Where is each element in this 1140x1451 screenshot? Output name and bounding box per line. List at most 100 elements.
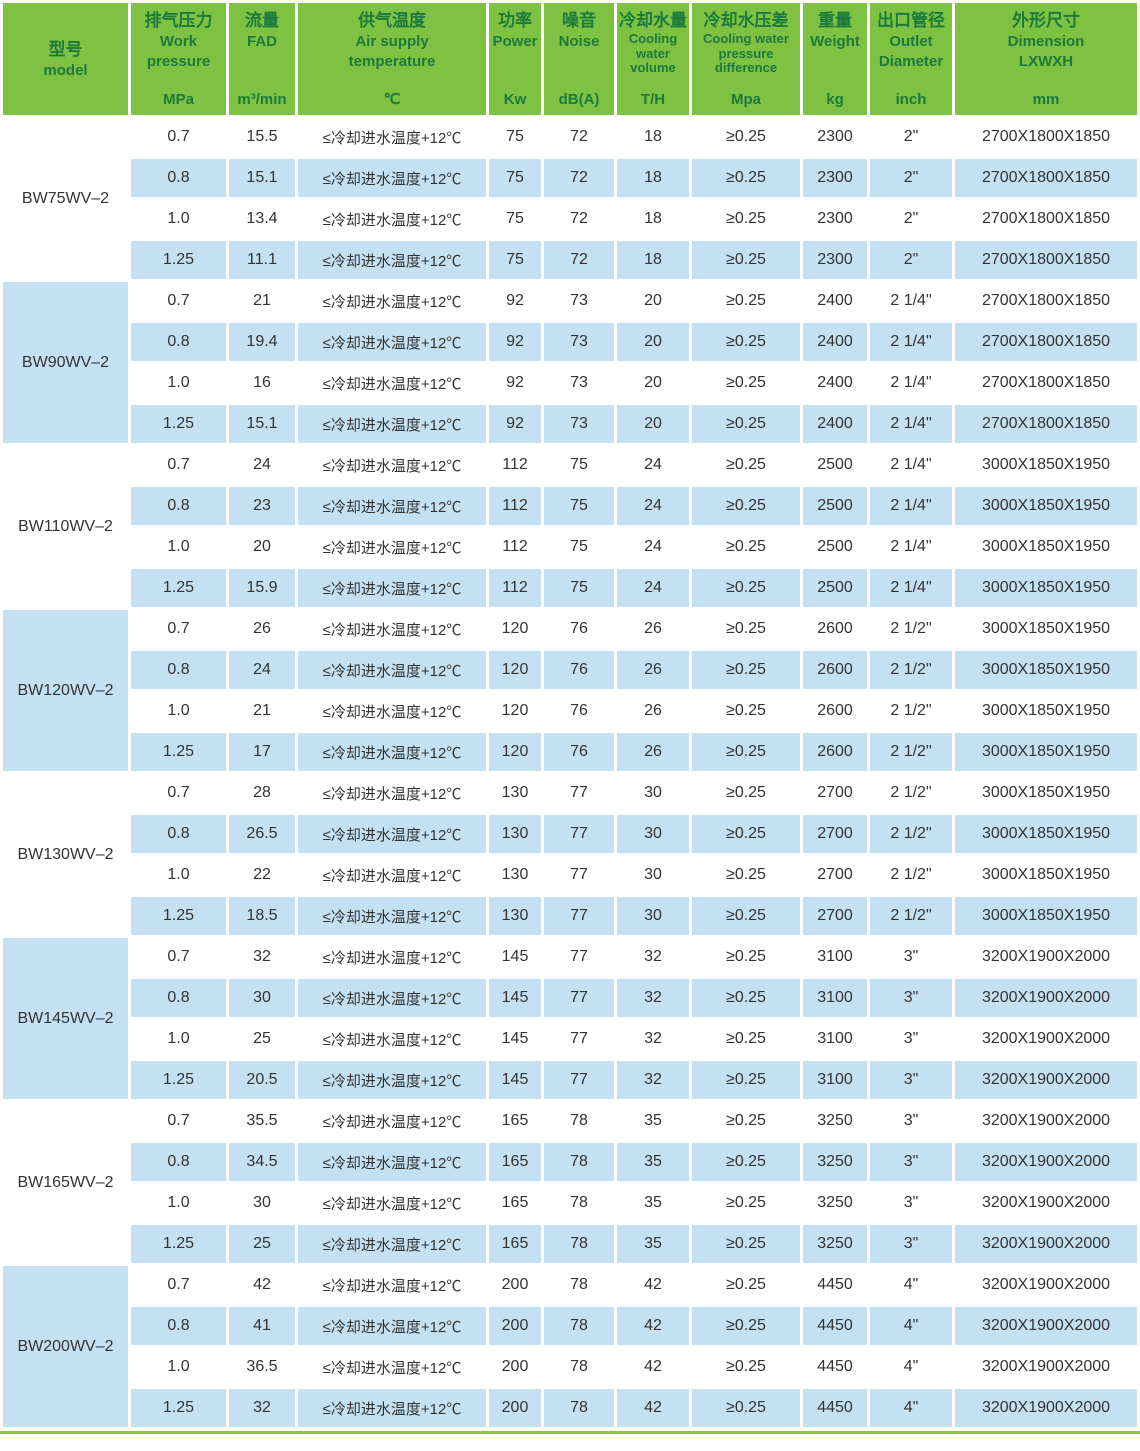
header-unit-label: kg bbox=[826, 91, 844, 108]
column-header-noise: 噪音 Noise dB(A) bbox=[544, 3, 614, 115]
cell-noise: 77 bbox=[544, 815, 614, 853]
cell-dimension: 3200X1900X2000 bbox=[955, 979, 1137, 1017]
cell-pressure: 1.0 bbox=[131, 200, 226, 238]
cell-weight: 2500 bbox=[803, 569, 867, 607]
cell-outlet: 2 1/2" bbox=[870, 815, 952, 853]
column-header-content-outlet: 出口管径 Outlet Diameter inch bbox=[870, 3, 952, 115]
cell-dimension: 2700X1800X1850 bbox=[955, 323, 1137, 361]
cell-power: 112 bbox=[489, 487, 541, 525]
cell-pressure_diff: ≥0.25 bbox=[692, 1102, 800, 1140]
cell-pressure: 0.8 bbox=[131, 159, 226, 197]
cell-noise: 72 bbox=[544, 159, 614, 197]
cell-noise: 78 bbox=[544, 1184, 614, 1222]
cell-outlet: 3" bbox=[870, 1020, 952, 1058]
cell-pressure: 1.0 bbox=[131, 1348, 226, 1386]
cell-weight: 2300 bbox=[803, 159, 867, 197]
cell-fad: 15.9 bbox=[229, 569, 295, 607]
cell-noise: 72 bbox=[544, 200, 614, 238]
cell-temp: ≤冷却进水温度+12℃ bbox=[298, 1020, 486, 1058]
cell-weight: 2400 bbox=[803, 323, 867, 361]
cell-fad: 17 bbox=[229, 733, 295, 771]
cell-outlet: 2 1/4" bbox=[870, 282, 952, 320]
cell-pressure: 0.7 bbox=[131, 118, 226, 156]
cell-cooling: 35 bbox=[617, 1225, 689, 1263]
cell-power: 145 bbox=[489, 1061, 541, 1099]
table-row: 0.8 15.1 ≤冷却进水温度+12℃ 75 72 18 ≥0.25 2300 2" 2700X… bbox=[3, 159, 1137, 197]
header-en-label: FAD bbox=[247, 33, 277, 51]
cell-pressure: 1.25 bbox=[131, 1389, 226, 1427]
cell-cooling: 35 bbox=[617, 1143, 689, 1181]
cell-dimension: 2700X1800X1850 bbox=[955, 241, 1137, 279]
cell-cooling: 32 bbox=[617, 979, 689, 1017]
cell-noise: 77 bbox=[544, 979, 614, 1017]
cell-weight: 4450 bbox=[803, 1266, 867, 1304]
table-row: 1.0 21 ≤冷却进水温度+12℃ 120 76 26 ≥0.25 2600 2 1/2" 30… bbox=[3, 692, 1137, 730]
cell-cooling: 30 bbox=[617, 856, 689, 894]
spec-table-body: BW75WV–2 0.7 15.5 ≤冷却进水温度+12℃ 75 72 18 ≥0.25 230… bbox=[3, 118, 1137, 1427]
header-unit-label: ℃ bbox=[383, 91, 401, 108]
cell-power: 120 bbox=[489, 733, 541, 771]
table-row: BW200WV–2 0.7 42 ≤冷却进水温度+12℃ 200 78 42 ≥0.25 445… bbox=[3, 1266, 1137, 1427]
cell-temp: ≤冷却进水温度+12℃ bbox=[298, 897, 486, 935]
spec-table-header: 型号 model 排气压力 Work pressure MPa 流量 FAD m³/min 供气温… bbox=[3, 3, 1137, 115]
cell-dimension: 3000X1850X1950 bbox=[955, 856, 1137, 894]
header-en-label: Work bbox=[159, 33, 198, 51]
cell-fad: 15.5 bbox=[229, 118, 295, 156]
cell-fad: 24 bbox=[229, 446, 295, 484]
header-en-label: water bbox=[636, 45, 670, 61]
cell-outlet: 2 1/4" bbox=[870, 323, 952, 361]
cell-temp: ≤冷却进水温度+12℃ bbox=[298, 774, 486, 812]
cell-dimension: 3200X1900X2000 bbox=[955, 1307, 1137, 1345]
cell-pressure: 1.0 bbox=[131, 856, 226, 894]
header-en-label: Dimension bbox=[1007, 33, 1085, 51]
cell-pressure: 1.0 bbox=[131, 1184, 226, 1222]
cell-fad: 30 bbox=[229, 979, 295, 1017]
cell-pressure_diff: ≥0.25 bbox=[692, 569, 800, 607]
cell-pressure_diff: ≥0.25 bbox=[692, 1348, 800, 1386]
cell-temp: ≤冷却进水温度+12℃ bbox=[298, 733, 486, 771]
cell-noise: 78 bbox=[544, 1225, 614, 1263]
table-row: BW120WV–2 0.7 26 ≤冷却进水温度+12℃ 120 76 26 ≥0.25 260… bbox=[3, 610, 1137, 771]
cell-dimension: 3000X1850X1950 bbox=[955, 528, 1137, 566]
table-row: BW90WV–2 0.7 21 ≤冷却进水温度+12℃ 92 73 20 ≥0.25 2400 2… bbox=[3, 282, 1137, 443]
cell-outlet: 2 1/2" bbox=[870, 651, 952, 689]
cell-temp: ≤冷却进水温度+12℃ bbox=[298, 815, 486, 853]
cell-noise: 78 bbox=[544, 1102, 614, 1140]
cell-cooling: 20 bbox=[617, 323, 689, 361]
cell-weight: 3250 bbox=[803, 1184, 867, 1222]
cell-outlet: 3" bbox=[870, 1225, 952, 1263]
cell-pressure: 1.25 bbox=[131, 405, 226, 443]
cell-dimension: 3200X1900X2000 bbox=[955, 938, 1137, 976]
cell-pressure: 1.0 bbox=[131, 364, 226, 402]
cell-weight: 3100 bbox=[803, 1061, 867, 1099]
cell-noise: 75 bbox=[544, 487, 614, 525]
table-row: 0.8 26.5 ≤冷却进水温度+12℃ 130 77 30 ≥0.25 2700 2 1/2"… bbox=[3, 815, 1137, 853]
cell-pressure_diff: ≥0.25 bbox=[692, 364, 800, 402]
header-unit-label: dB(A) bbox=[558, 91, 600, 108]
cell-outlet: 2" bbox=[870, 241, 952, 279]
header-en-label: Air supply bbox=[355, 33, 429, 51]
cell-outlet: 2 1/4" bbox=[870, 364, 952, 402]
cell-power: 145 bbox=[489, 1020, 541, 1058]
cell-power: 92 bbox=[489, 364, 541, 402]
cell-cooling: 24 bbox=[617, 569, 689, 607]
cell-temp: ≤冷却进水温度+12℃ bbox=[298, 159, 486, 197]
cell-power: 130 bbox=[489, 856, 541, 894]
cell-outlet: 4" bbox=[870, 1266, 952, 1304]
cell-power: 75 bbox=[489, 159, 541, 197]
cell-pressure_diff: ≥0.25 bbox=[692, 733, 800, 771]
cell-pressure_diff: ≥0.25 bbox=[692, 610, 800, 648]
table-row: 0.8 41 ≤冷却进水温度+12℃ 200 78 42 ≥0.25 4450 4" 3200X1… bbox=[3, 1307, 1137, 1345]
cell-noise: 77 bbox=[544, 897, 614, 935]
cell-temp: ≤冷却进水温度+12℃ bbox=[298, 1143, 486, 1181]
cell-fad: 35.5 bbox=[229, 1102, 295, 1140]
cell-power: 92 bbox=[489, 323, 541, 361]
cell-outlet: 3" bbox=[870, 1061, 952, 1099]
cell-outlet: 2 1/4" bbox=[870, 528, 952, 566]
cell-outlet: 2 1/2" bbox=[870, 774, 952, 812]
cell-dimension: 2700X1800X1850 bbox=[955, 200, 1137, 238]
cell-temp: ≤冷却进水温度+12℃ bbox=[298, 200, 486, 238]
cell-noise: 75 bbox=[544, 528, 614, 566]
cell-fad: 26.5 bbox=[229, 815, 295, 853]
cell-weight: 2700 bbox=[803, 774, 867, 812]
